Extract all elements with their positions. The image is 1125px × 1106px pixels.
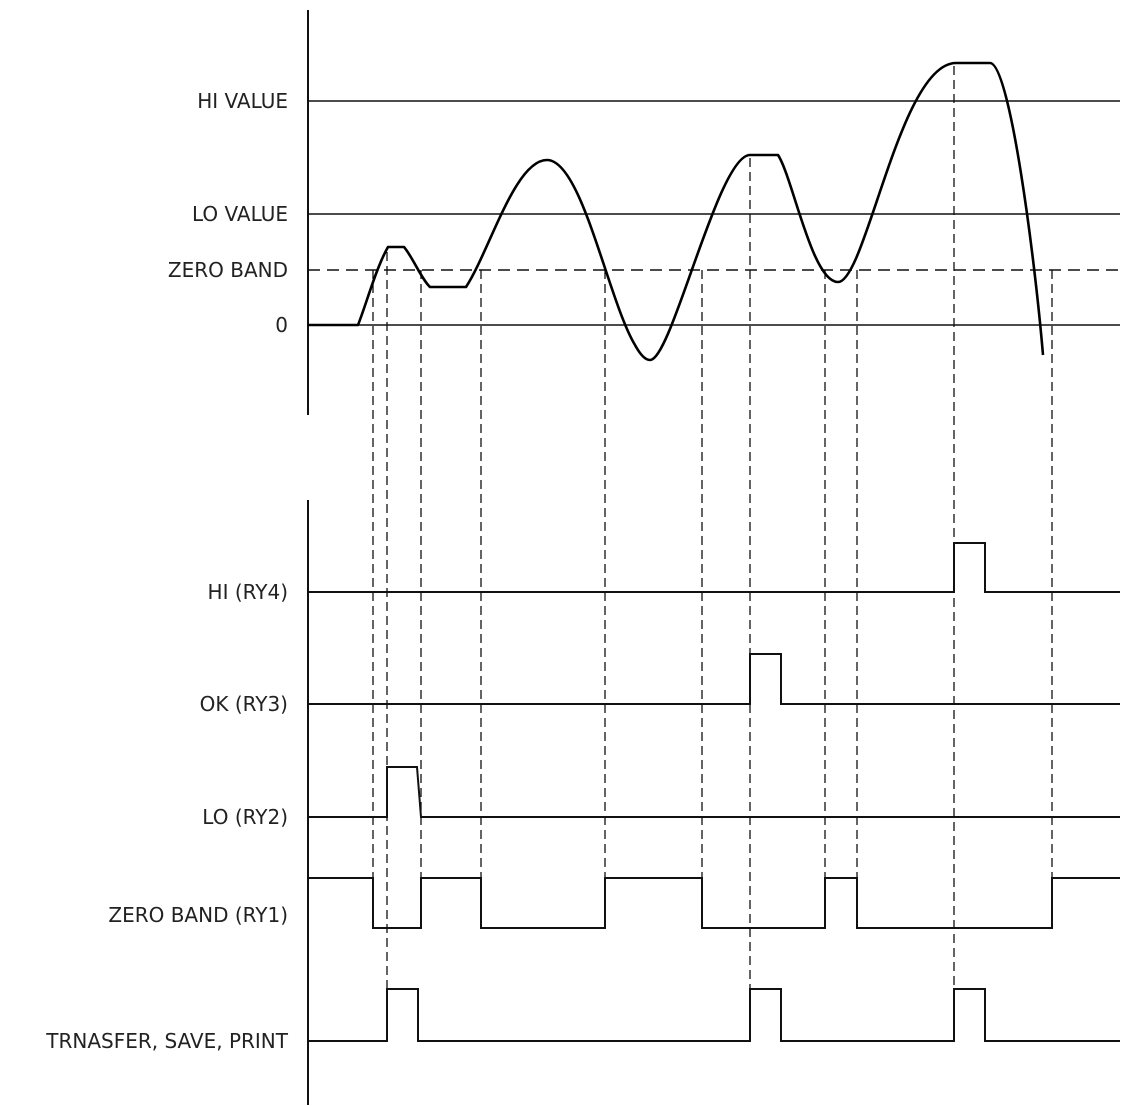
transfer-save-print-label: TRNASFER, SAVE, PRINT — [45, 1029, 289, 1053]
lo-ry2-label: LO (RY2) — [202, 805, 288, 829]
zero-band-ry1-waveform — [308, 877, 1120, 929]
zero-band-ry1-label: ZERO BAND (RY1) — [108, 903, 288, 927]
guide-lines — [372, 66, 1053, 1041]
measured-value-waveform — [308, 61, 1045, 362]
transfer-save-print-waveform — [308, 988, 1120, 1042]
ok-ry3-label: OK (RY3) — [200, 692, 288, 716]
hi-value-label: HI VALUE — [197, 89, 288, 113]
lo-ry2-waveform — [308, 766, 1120, 818]
zero-label: 0 — [275, 313, 288, 337]
hi-ry4-waveform — [308, 542, 1120, 593]
zero-band-label: ZERO BAND — [168, 258, 288, 282]
ok-ry3-waveform — [308, 653, 1120, 705]
hi-ry4-label: HI (RY4) — [208, 580, 288, 604]
lo-value-label: LO VALUE — [192, 202, 288, 226]
